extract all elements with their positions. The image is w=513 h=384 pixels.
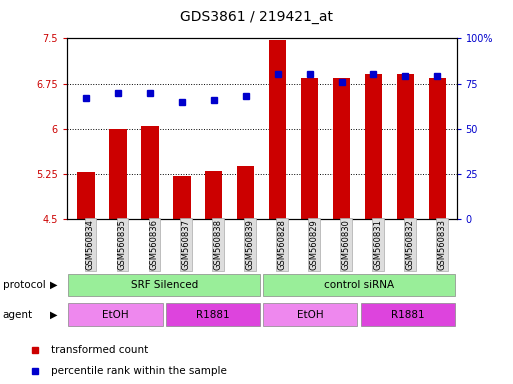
Bar: [68, 303, 163, 326]
Bar: [109, 129, 127, 219]
Bar: [263, 303, 358, 326]
Text: GSM560834: GSM560834: [86, 219, 95, 270]
Text: R1881: R1881: [391, 310, 425, 320]
Bar: [397, 74, 414, 219]
Text: agent: agent: [3, 310, 33, 320]
Bar: [269, 40, 286, 219]
Text: R1881: R1881: [196, 310, 230, 320]
Text: control siRNA: control siRNA: [324, 280, 394, 290]
Bar: [173, 175, 190, 219]
Text: GSM560837: GSM560837: [182, 219, 191, 270]
Text: GSM560831: GSM560831: [373, 219, 383, 270]
Bar: [237, 166, 254, 219]
Text: GSM560832: GSM560832: [405, 219, 415, 270]
Bar: [301, 78, 319, 219]
Text: EtOH: EtOH: [102, 310, 129, 320]
Text: GSM560838: GSM560838: [214, 219, 223, 270]
Text: GSM560833: GSM560833: [438, 219, 446, 270]
Bar: [68, 274, 260, 296]
Bar: [361, 303, 455, 326]
Bar: [141, 126, 159, 219]
Text: protocol: protocol: [3, 280, 45, 290]
Text: transformed count: transformed count: [51, 345, 148, 355]
Bar: [205, 171, 223, 219]
Text: ▶: ▶: [50, 280, 57, 290]
Text: ▶: ▶: [50, 310, 57, 320]
Bar: [166, 303, 260, 326]
Text: EtOH: EtOH: [297, 310, 324, 320]
Text: GSM560835: GSM560835: [118, 219, 127, 270]
Text: GSM560829: GSM560829: [309, 219, 319, 270]
Text: GSM560836: GSM560836: [150, 219, 159, 270]
Text: SRF Silenced: SRF Silenced: [130, 280, 198, 290]
Bar: [365, 74, 382, 219]
Bar: [263, 274, 455, 296]
Text: percentile rank within the sample: percentile rank within the sample: [51, 366, 227, 376]
Bar: [77, 172, 95, 219]
Text: GSM560839: GSM560839: [246, 219, 254, 270]
Text: GSM560830: GSM560830: [342, 219, 350, 270]
Bar: [428, 78, 446, 219]
Text: GSM560828: GSM560828: [278, 219, 287, 270]
Bar: [333, 78, 350, 219]
Text: GDS3861 / 219421_at: GDS3861 / 219421_at: [180, 10, 333, 23]
